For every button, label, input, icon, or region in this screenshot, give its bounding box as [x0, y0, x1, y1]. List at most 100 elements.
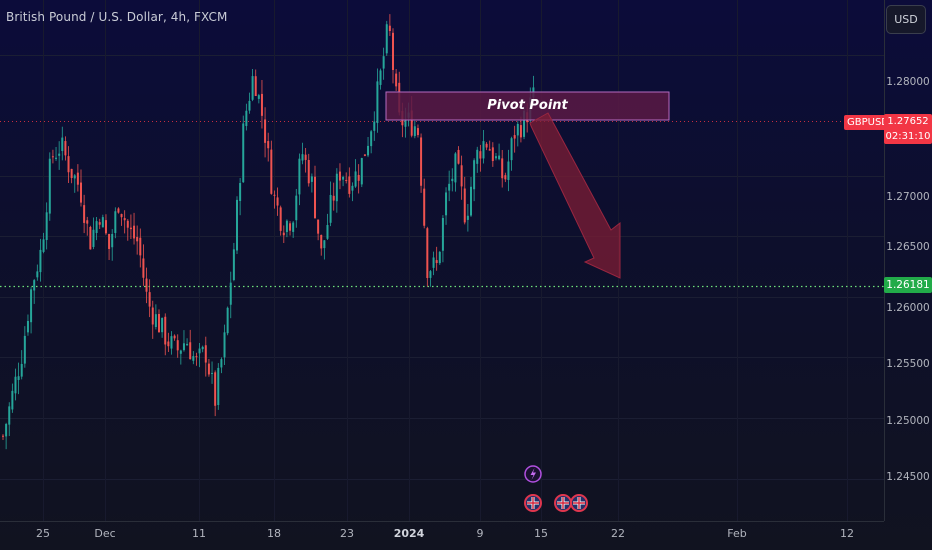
candle — [161, 317, 164, 338]
candle — [114, 207, 117, 239]
candle-body — [58, 153, 61, 156]
candle-body — [179, 350, 182, 354]
candle — [267, 132, 270, 162]
candle — [304, 147, 307, 173]
candle — [239, 177, 242, 216]
candle — [273, 190, 276, 209]
candle — [513, 125, 516, 153]
candle — [92, 217, 95, 250]
time-label: 23 — [340, 527, 354, 540]
candle — [129, 214, 132, 239]
candle-body — [133, 225, 136, 239]
candle — [354, 159, 357, 188]
uk-flag-icon[interactable] — [524, 494, 542, 512]
currency-button[interactable]: USD — [886, 5, 926, 34]
candle-body — [120, 214, 123, 218]
candle-body — [470, 186, 472, 216]
candle-body — [285, 220, 288, 233]
uk-flag-icon[interactable] — [570, 494, 588, 512]
candle-body — [370, 131, 373, 147]
candle-body — [14, 376, 17, 394]
candle — [335, 168, 338, 213]
candle-body — [17, 376, 20, 380]
candle — [167, 332, 170, 352]
candle-body — [154, 314, 157, 327]
candle — [360, 157, 363, 188]
candle — [338, 163, 341, 190]
candle — [416, 124, 419, 138]
pivot-zone-box[interactable] — [385, 91, 670, 121]
candle — [211, 361, 214, 384]
candle-body — [217, 367, 220, 406]
candle-body — [404, 119, 407, 127]
candle-body — [270, 149, 273, 194]
price-tick-label: 1.25000 — [886, 415, 930, 427]
candle-body — [254, 76, 257, 97]
grid-lines — [0, 0, 884, 521]
candle-body — [323, 240, 326, 249]
candle — [154, 304, 157, 330]
projection-arrow[interactable] — [529, 112, 621, 279]
candle — [20, 350, 23, 380]
candle-body — [123, 218, 126, 221]
candle-body — [151, 307, 154, 325]
candle — [510, 136, 513, 171]
candle-body — [223, 332, 226, 358]
candle-body — [304, 154, 307, 160]
candle-body — [332, 195, 335, 201]
candle-body — [158, 313, 160, 333]
candle-body — [504, 175, 507, 180]
candle-body — [267, 141, 270, 149]
candle-body — [367, 145, 370, 156]
candle — [329, 181, 332, 227]
candle — [51, 149, 54, 164]
candle — [142, 244, 145, 286]
candle — [158, 309, 160, 333]
uk-flag-icon[interactable] — [554, 494, 572, 512]
candle — [373, 111, 376, 141]
candle — [111, 229, 114, 261]
candle — [379, 68, 382, 90]
candle — [504, 172, 507, 183]
candle-body — [351, 185, 354, 191]
candle-body — [376, 81, 379, 124]
candle — [498, 143, 501, 161]
time-label: 2024 — [393, 527, 425, 540]
candle-body — [73, 175, 76, 179]
candle-body — [45, 212, 48, 241]
candle-body — [379, 70, 382, 85]
candle-body — [385, 24, 388, 54]
candle-body — [176, 340, 179, 351]
support-price-tag: 1.26181 — [884, 277, 932, 293]
candle — [314, 165, 316, 219]
candle-body — [260, 93, 263, 116]
candle-body — [363, 154, 366, 156]
candle-body — [214, 372, 217, 406]
current-price-tag: 1.27652 02:31:10 — [884, 114, 932, 144]
candle-body — [501, 158, 504, 179]
candle — [176, 334, 179, 358]
candle — [164, 313, 167, 356]
candle-body — [473, 160, 476, 190]
candle — [170, 331, 173, 355]
candle-body — [114, 211, 117, 233]
candle — [507, 149, 510, 192]
candle — [245, 103, 248, 131]
candle — [385, 20, 388, 56]
time-label: 12 — [840, 527, 854, 540]
candle — [232, 242, 235, 282]
candle — [229, 271, 232, 319]
candle — [123, 210, 126, 234]
candle-body — [55, 157, 58, 159]
candle-body — [98, 222, 101, 225]
candle — [204, 336, 207, 377]
candle — [220, 357, 223, 374]
candle-body — [11, 390, 14, 410]
candle-body — [345, 179, 348, 181]
event-icons — [524, 465, 588, 512]
candle-body — [507, 161, 510, 180]
candle — [463, 176, 466, 225]
candle — [345, 172, 348, 184]
candle-body — [2, 435, 4, 437]
